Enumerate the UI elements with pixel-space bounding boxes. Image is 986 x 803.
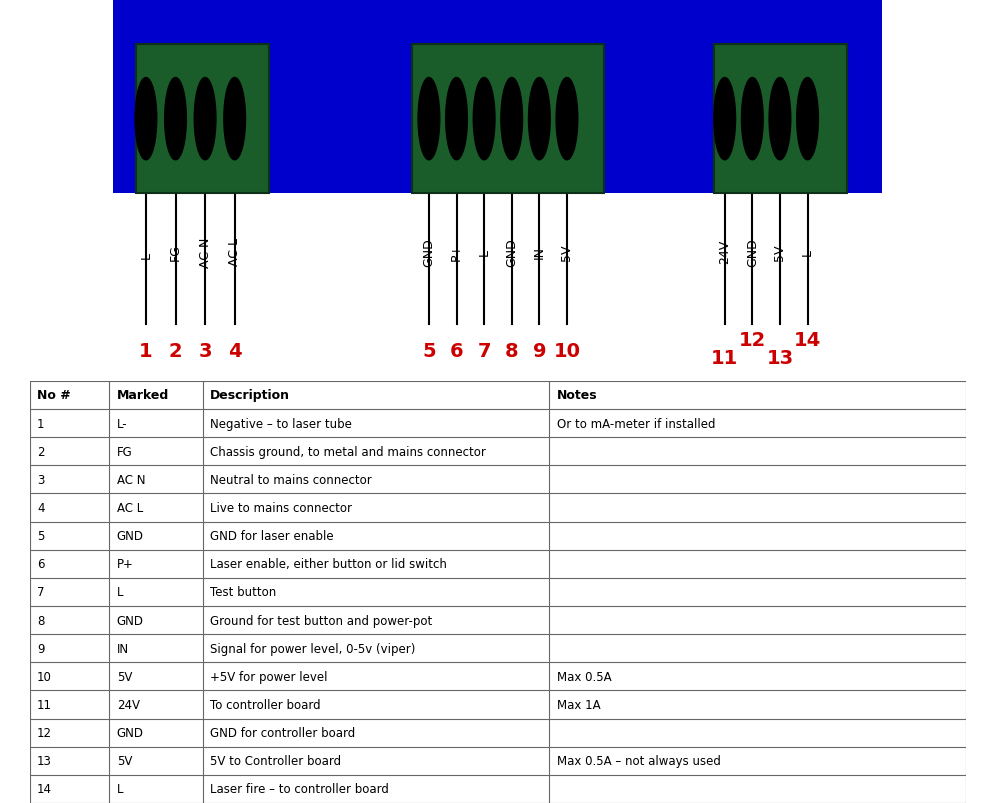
Text: L–: L– <box>139 246 153 259</box>
Ellipse shape <box>165 79 186 161</box>
Ellipse shape <box>135 79 157 161</box>
Text: 3: 3 <box>198 341 212 361</box>
Text: L: L <box>477 249 491 255</box>
Text: GND: GND <box>745 238 759 267</box>
Text: 7: 7 <box>37 585 44 599</box>
Ellipse shape <box>446 79 467 161</box>
Text: 24V: 24V <box>116 698 140 711</box>
Text: 5V to Controller board: 5V to Controller board <box>210 754 341 768</box>
Text: Neutral to mains connector: Neutral to mains connector <box>210 473 372 487</box>
Text: 1: 1 <box>139 341 153 361</box>
Text: 5: 5 <box>422 341 436 361</box>
Ellipse shape <box>194 79 216 161</box>
Text: P+: P+ <box>450 243 463 261</box>
Text: 8: 8 <box>505 341 519 361</box>
Ellipse shape <box>528 79 550 161</box>
Ellipse shape <box>741 79 763 161</box>
Text: Negative – to laser tube: Negative – to laser tube <box>210 417 352 430</box>
Text: L: L <box>116 585 123 599</box>
Text: 5: 5 <box>37 529 44 543</box>
Text: FG: FG <box>116 445 132 459</box>
Ellipse shape <box>797 79 818 161</box>
Text: Max 0.5A: Max 0.5A <box>557 670 611 683</box>
Ellipse shape <box>418 79 440 161</box>
FancyBboxPatch shape <box>113 0 882 194</box>
Text: AC N: AC N <box>198 237 212 267</box>
Text: 11: 11 <box>711 349 739 368</box>
Text: 5V: 5V <box>116 670 132 683</box>
Text: 3: 3 <box>37 473 44 487</box>
Text: Laser fire – to controller board: Laser fire – to controller board <box>210 782 389 796</box>
Text: 6: 6 <box>450 341 463 361</box>
Text: AC L: AC L <box>116 501 143 515</box>
Text: FG: FG <box>169 243 182 260</box>
FancyBboxPatch shape <box>135 45 268 194</box>
Text: 4: 4 <box>37 501 44 515</box>
Text: IN: IN <box>116 642 129 655</box>
Text: IN: IN <box>532 246 546 259</box>
Text: +5V for power level: +5V for power level <box>210 670 328 683</box>
Text: L-: L- <box>116 417 127 430</box>
Text: 7: 7 <box>477 341 491 361</box>
Text: 6: 6 <box>37 557 44 571</box>
Text: Chassis ground, to metal and mains connector: Chassis ground, to metal and mains conne… <box>210 445 486 459</box>
Text: Notes: Notes <box>557 389 598 402</box>
Text: 1: 1 <box>37 417 44 430</box>
Text: 8: 8 <box>37 613 44 627</box>
Text: 13: 13 <box>37 754 52 768</box>
Text: GND for laser enable: GND for laser enable <box>210 529 334 543</box>
Text: 2: 2 <box>169 341 182 361</box>
Text: Laser enable, either button or lid switch: Laser enable, either button or lid switc… <box>210 557 448 571</box>
Text: Signal for power level, 0-5v (viper): Signal for power level, 0-5v (viper) <box>210 642 416 655</box>
Text: Max 1A: Max 1A <box>557 698 600 711</box>
Text: 11: 11 <box>37 698 52 711</box>
Ellipse shape <box>473 79 495 161</box>
FancyBboxPatch shape <box>714 45 847 194</box>
Text: 10: 10 <box>37 670 52 683</box>
Text: AC N: AC N <box>116 473 145 487</box>
Text: GND: GND <box>505 238 519 267</box>
Text: Max 0.5A – not always used: Max 0.5A – not always used <box>557 754 721 768</box>
Ellipse shape <box>714 79 736 161</box>
Text: Or to mA-meter if installed: Or to mA-meter if installed <box>557 417 716 430</box>
Ellipse shape <box>224 79 246 161</box>
Text: To controller board: To controller board <box>210 698 321 711</box>
Ellipse shape <box>556 79 578 161</box>
Text: GND for controller board: GND for controller board <box>210 726 356 740</box>
Text: AC L: AC L <box>228 238 242 266</box>
Text: 2: 2 <box>37 445 44 459</box>
Text: Test button: Test button <box>210 585 277 599</box>
Text: 10: 10 <box>553 341 581 361</box>
Text: GND: GND <box>116 529 144 543</box>
Text: 12: 12 <box>37 726 52 740</box>
Text: 13: 13 <box>766 349 794 368</box>
Text: 5V: 5V <box>560 244 574 260</box>
Text: 5V: 5V <box>773 244 787 260</box>
Text: GND: GND <box>116 613 144 627</box>
Text: L: L <box>116 782 123 796</box>
Text: 14: 14 <box>37 782 52 796</box>
Text: No #: No # <box>37 389 71 402</box>
Ellipse shape <box>769 79 791 161</box>
Text: L: L <box>801 249 814 255</box>
Text: 5V: 5V <box>116 754 132 768</box>
Text: Marked: Marked <box>116 389 169 402</box>
Text: GND: GND <box>116 726 144 740</box>
Text: Description: Description <box>210 389 290 402</box>
Text: 12: 12 <box>739 330 766 349</box>
Text: 4: 4 <box>228 341 242 361</box>
Text: 9: 9 <box>532 341 546 361</box>
FancyBboxPatch shape <box>412 45 603 194</box>
Ellipse shape <box>501 79 523 161</box>
Text: P+: P+ <box>116 557 133 571</box>
Text: 9: 9 <box>37 642 44 655</box>
Text: 24V: 24V <box>718 240 732 264</box>
Text: Live to mains connector: Live to mains connector <box>210 501 352 515</box>
Text: 14: 14 <box>794 330 821 349</box>
Text: Ground for test button and power-pot: Ground for test button and power-pot <box>210 613 433 627</box>
Text: GND: GND <box>422 238 436 267</box>
